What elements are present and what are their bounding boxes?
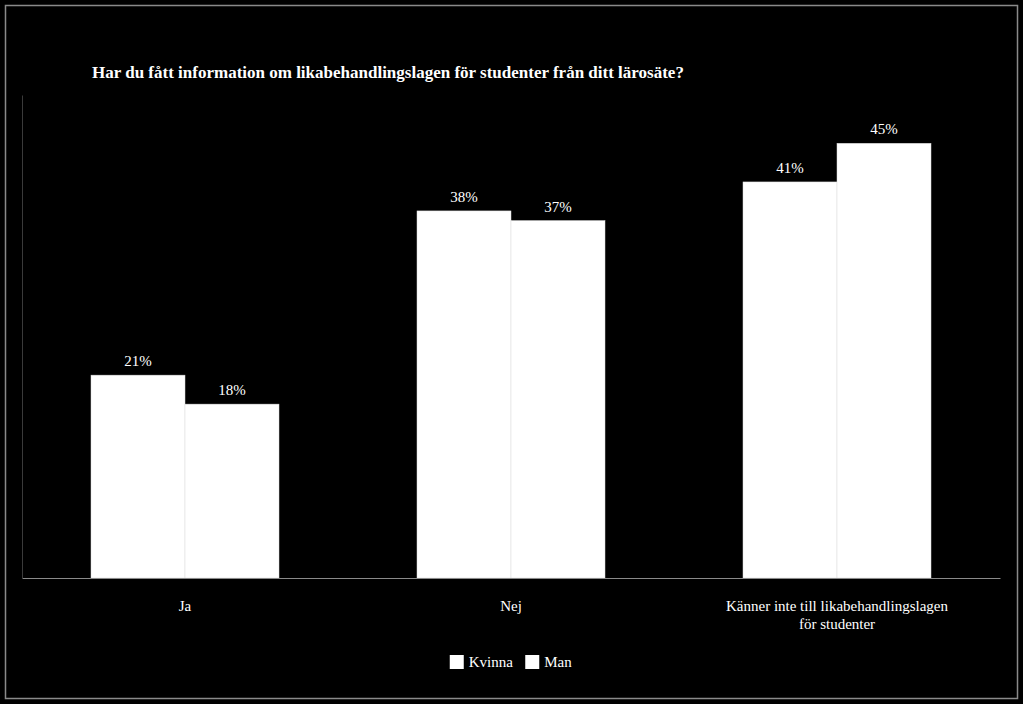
bars [91, 143, 931, 578]
legend-label: Man [544, 654, 572, 670]
legend-swatch [525, 655, 539, 669]
text-line: Nej [500, 598, 522, 614]
bar [511, 221, 605, 578]
bar [417, 211, 511, 578]
text-line: för studenter [799, 616, 875, 632]
y-axis [22, 96, 23, 579]
x-axis-line [23, 578, 1001, 579]
bar [91, 375, 185, 578]
x-axis: Ja Nej Känner inte till likabehandlingslag… [23, 578, 1001, 632]
legend-label: Kvinna [469, 654, 514, 670]
bar [837, 143, 931, 578]
data-labels: 21% 38% 41% 18% 37% 45% [124, 121, 898, 398]
tick-label: Känner inte till likabehandlingslagen för… [726, 598, 949, 633]
data-label: 45% [870, 121, 898, 137]
tick: Ja [179, 578, 192, 614]
text-line: Känner inte till likabehandlingslagen [726, 598, 949, 614]
data-label: 18% [218, 382, 246, 398]
text-line: Har du fått information om likabehandlin… [92, 63, 684, 82]
chart: Har du fått information om likabehandlin… [0, 0, 1023, 704]
legend-item: Kvinna [450, 654, 514, 670]
legend-item: Man [525, 654, 572, 670]
tick: Känner inte till likabehandlingslagen för… [726, 578, 949, 632]
tick-label: Ja [179, 598, 192, 614]
title: Har du fått information om likabehandlin… [92, 63, 684, 82]
data-label: 21% [124, 353, 152, 369]
tick-label: Nej [500, 598, 522, 614]
text-line: Ja [179, 598, 192, 614]
y-axis-line [22, 96, 23, 579]
legend-swatch [450, 655, 464, 669]
data-label: 37% [544, 199, 572, 215]
tick: Nej [500, 578, 522, 614]
legend: Kvinna Man [450, 654, 572, 670]
data-label: 41% [776, 160, 804, 176]
frame [6, 6, 1018, 699]
bar [743, 182, 837, 578]
data-label: 38% [450, 189, 478, 205]
bar [185, 404, 279, 578]
background [0, 0, 1023, 704]
